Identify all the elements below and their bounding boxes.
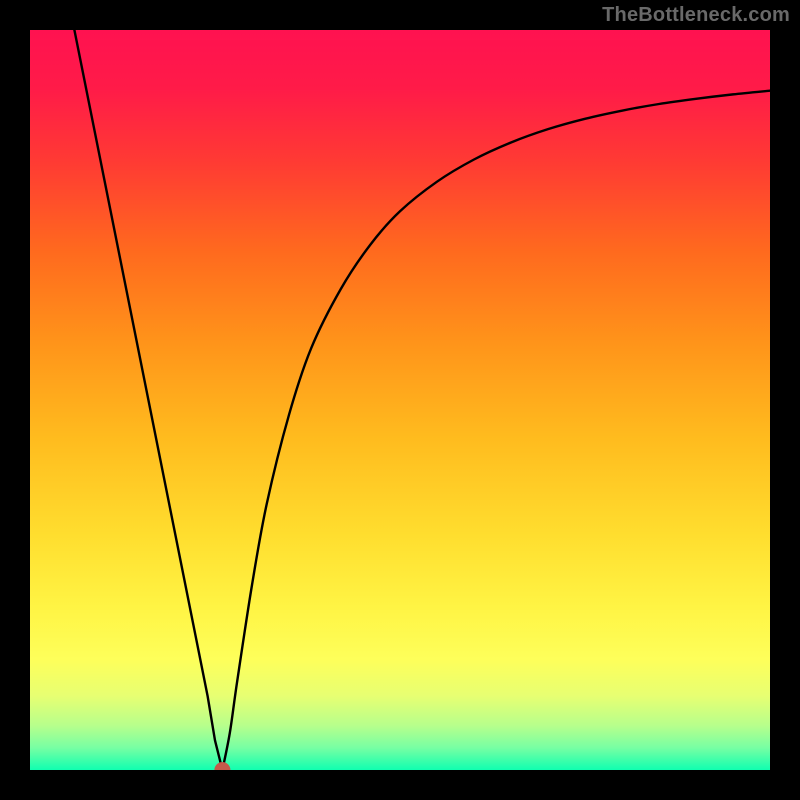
- watermark-text: TheBottleneck.com: [602, 4, 790, 27]
- plot-area: [30, 30, 770, 770]
- chart-frame: TheBottleneck.com: [0, 0, 800, 800]
- gradient-background: [30, 30, 770, 770]
